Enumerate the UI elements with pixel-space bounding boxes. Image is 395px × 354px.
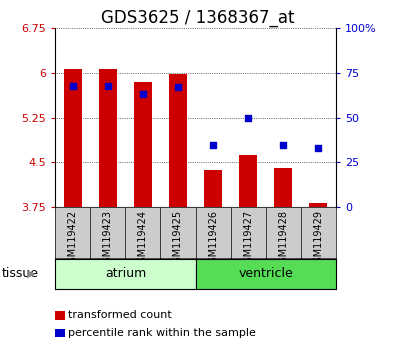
Text: GSM119428: GSM119428 — [278, 210, 288, 269]
Point — [245, 115, 251, 121]
Bar — [64, 69, 82, 207]
Text: ventricle: ventricle — [238, 268, 293, 280]
Text: tissue: tissue — [2, 268, 39, 280]
Point — [70, 83, 76, 88]
Text: percentile rank within the sample: percentile rank within the sample — [68, 328, 256, 338]
Text: GSM119427: GSM119427 — [243, 210, 253, 269]
Point — [280, 142, 286, 147]
Text: ▶: ▶ — [27, 269, 36, 279]
Bar — [99, 69, 117, 207]
Bar — [169, 74, 187, 207]
Text: GSM119425: GSM119425 — [173, 210, 183, 269]
Point — [175, 85, 181, 90]
Text: GSM119429: GSM119429 — [313, 210, 323, 269]
Text: GSM119422: GSM119422 — [68, 210, 78, 269]
Point — [210, 142, 216, 147]
Text: transformed count: transformed count — [68, 310, 172, 320]
Point — [140, 92, 146, 97]
Bar — [275, 169, 292, 207]
Text: GSM119423: GSM119423 — [103, 210, 113, 269]
Point — [105, 83, 111, 88]
Bar — [309, 203, 327, 207]
Bar — [204, 170, 222, 207]
Text: atrium: atrium — [105, 268, 146, 280]
Bar — [239, 155, 257, 207]
Point — [315, 145, 322, 151]
Bar — [134, 82, 152, 207]
Text: GSM119424: GSM119424 — [138, 210, 148, 269]
Text: GSM119426: GSM119426 — [208, 210, 218, 269]
Text: GDS3625 / 1368367_at: GDS3625 / 1368367_at — [101, 9, 294, 27]
